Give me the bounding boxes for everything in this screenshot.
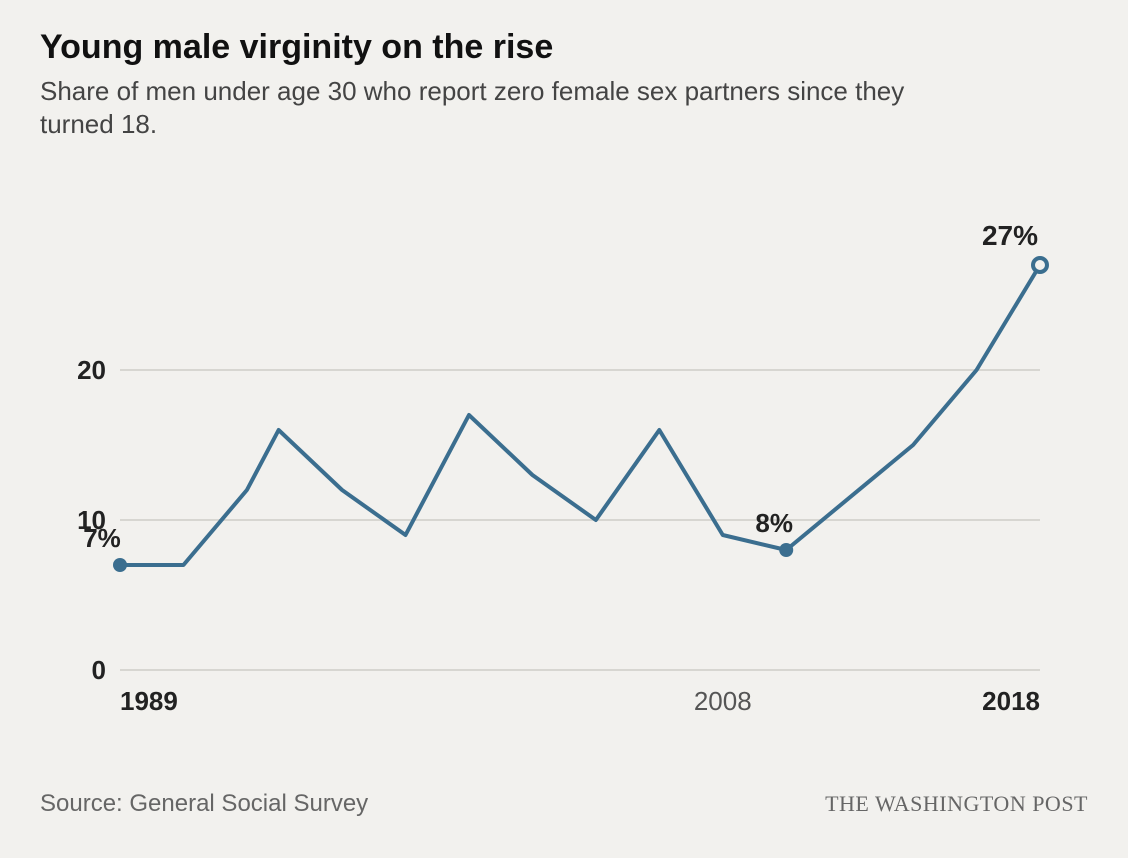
x-tick-label: 2018 xyxy=(982,686,1040,716)
x-tick-label: 1989 xyxy=(120,686,178,716)
chart-subtitle: Share of men under age 30 who report zer… xyxy=(40,75,940,140)
y-tick-label: 20 xyxy=(77,355,106,385)
data-point-marker xyxy=(779,543,793,557)
data-point-label: 7% xyxy=(83,523,121,553)
data-point-label: 27% xyxy=(982,220,1038,251)
chart-title: Young male virginity on the rise xyxy=(40,28,1088,67)
y-tick-label: 0 xyxy=(92,655,106,685)
data-point-marker xyxy=(1033,258,1047,272)
x-tick-label: 2008 xyxy=(694,686,752,716)
line-chart-svg: 010201989200820187%8%27% xyxy=(50,180,1070,740)
chart-container: Young male virginity on the rise Share o… xyxy=(0,0,1128,858)
chart-footer: Source: General Social Survey THE WASHIN… xyxy=(40,790,1088,818)
source-label: Source: General Social Survey xyxy=(40,790,368,818)
data-point-label: 8% xyxy=(755,508,793,538)
publisher-credit: THE WASHINGTON POST xyxy=(825,791,1088,817)
chart-plot-area: 010201989200820187%8%27% xyxy=(50,180,1070,740)
data-point-marker xyxy=(113,558,127,572)
